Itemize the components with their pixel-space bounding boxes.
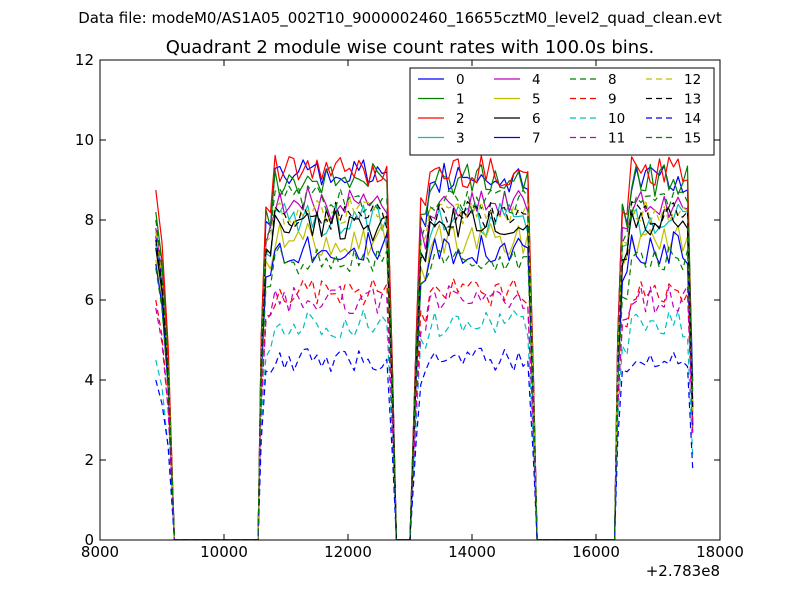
legend-box [409, 67, 715, 156]
chart-title: Quadrant 2 module wise count rates with … [166, 37, 655, 58]
y-tick-label: 0 [84, 531, 94, 549]
series-line-15 [155, 185, 694, 540]
x-tick-label: 10000 [200, 543, 248, 561]
x-tick-label: 16000 [572, 543, 620, 561]
legend-label-4: 4 [532, 72, 541, 88]
legend-label-7: 7 [532, 131, 541, 147]
legend-label-3: 3 [456, 131, 465, 147]
legend-label-6: 6 [532, 111, 541, 127]
legend-label-14: 14 [684, 111, 701, 127]
series-line-1 [155, 163, 694, 540]
series-line-3 [155, 202, 694, 540]
plot-area [155, 154, 694, 540]
series-line-7 [155, 231, 694, 540]
series-line-13 [155, 201, 694, 540]
legend-label-12: 12 [684, 72, 701, 88]
legend-label-13: 13 [684, 92, 701, 108]
legend-label-10: 10 [608, 111, 625, 127]
x-tick-label: 18000 [696, 543, 744, 561]
legend-label-0: 0 [456, 72, 465, 88]
series-line-5 [155, 222, 694, 540]
legend-label-9: 9 [608, 92, 617, 108]
y-tick-label: 8 [84, 211, 94, 229]
y-tick-label: 12 [75, 51, 94, 69]
legend-label-2: 2 [456, 111, 465, 127]
series-line-12 [155, 197, 694, 540]
x-tick-label: 8000 [81, 543, 119, 561]
series-line-14 [155, 347, 694, 540]
y-tick-label: 6 [84, 291, 94, 309]
x-tick-label: 12000 [324, 543, 372, 561]
series-line-9 [155, 277, 694, 540]
legend-label-11: 11 [608, 131, 625, 147]
legend-label-15: 15 [684, 131, 701, 147]
y-tick-label: 2 [84, 451, 94, 469]
x-tick-label: 14000 [448, 543, 496, 561]
legend-label-5: 5 [532, 92, 541, 108]
legend-label-1: 1 [456, 92, 465, 108]
legend-label-8: 8 [608, 72, 617, 88]
x-offset-label: +2.783e8 [646, 562, 720, 580]
series-line-11 [155, 285, 694, 540]
series-line-2 [155, 154, 694, 540]
series-line-10 [155, 309, 694, 540]
y-tick-label: 10 [75, 131, 94, 149]
series-line-8 [155, 245, 694, 540]
figure-suptitle: Data file: modeM0/AS1A05_002T10_90000024… [78, 9, 722, 28]
y-tick-label: 4 [84, 371, 94, 389]
series-line-0 [155, 159, 694, 540]
